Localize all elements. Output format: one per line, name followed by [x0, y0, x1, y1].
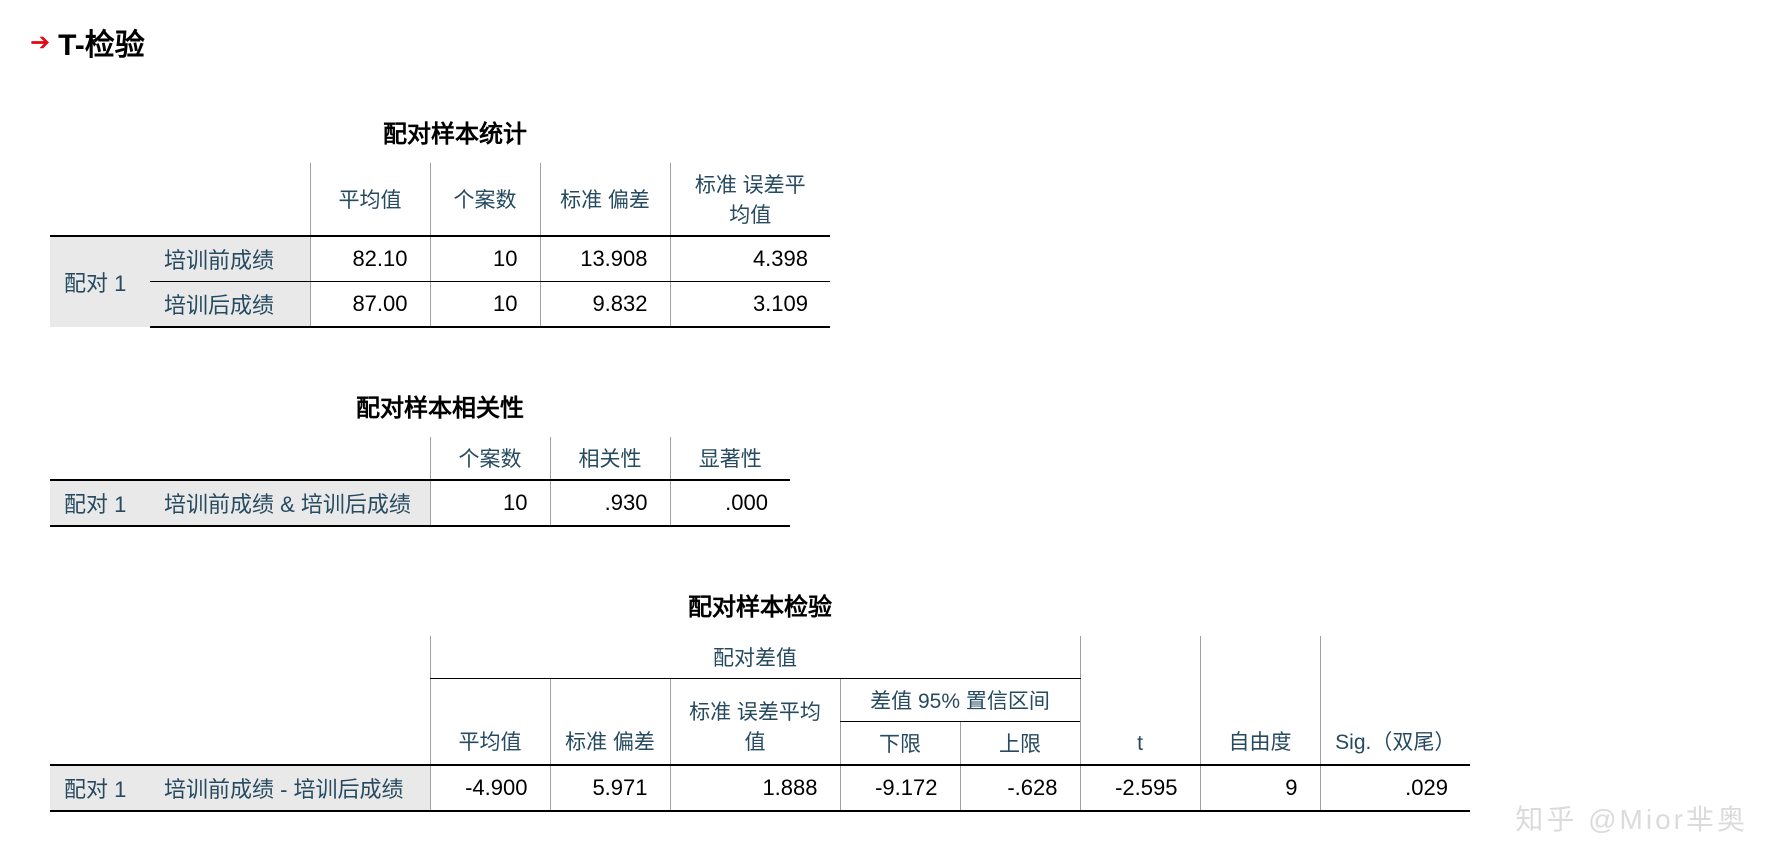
col-sem: 标准 误差平均值: [670, 163, 830, 236]
pair-label3: 配对 1: [50, 765, 150, 811]
col-sig2: 显著性: [670, 437, 790, 480]
corr-sig: .000: [670, 480, 790, 526]
section-header: ➔ T-检验: [30, 20, 1758, 64]
row1-mean: 82.10: [310, 236, 430, 282]
row1-sem: 4.398: [670, 236, 830, 282]
row2-sem: 3.109: [670, 282, 830, 328]
corr-val: .930: [550, 480, 670, 526]
row1-name: 培训前成绩: [150, 236, 310, 282]
paired-corr-block: 配对样本相关性 个案数 相关性 显著性 配对 1 培训前成绩 & 培训后成绩 1…: [50, 388, 1758, 527]
t3-std: 5.971: [550, 765, 670, 811]
ci-header: 差值 95% 置信区间: [840, 679, 1080, 722]
row2-mean: 87.00: [310, 282, 430, 328]
super-header: 配对差值: [430, 636, 1080, 679]
col-df: 自由度: [1200, 636, 1320, 765]
table2-title: 配对样本相关性: [250, 388, 630, 423]
table3-title: 配对样本检验: [610, 587, 910, 622]
row2-n: 10: [430, 282, 540, 328]
row1-n: 10: [430, 236, 540, 282]
col-t: t: [1080, 636, 1200, 765]
pair-desc3: 培训前成绩 - 培训后成绩: [150, 765, 430, 811]
arrow-right-icon: ➔: [30, 28, 50, 57]
t3-lower: -9.172: [840, 765, 960, 811]
paired-stats-table: 平均值 个案数 标准 偏差 标准 误差平均值 配对 1 培训前成绩 82.10 …: [50, 163, 830, 328]
paired-test-block: 配对样本检验 配对差值 t 自由度 Sig.（双尾） 平均值 标准 偏差 标准 …: [50, 587, 1758, 812]
t3-sem: 1.888: [670, 765, 840, 811]
table1-title: 配对样本统计: [250, 114, 660, 149]
col-std3: 标准 偏差: [550, 679, 670, 766]
col-std: 标准 偏差: [540, 163, 670, 236]
row2-std: 9.832: [540, 282, 670, 328]
col-sem3: 标准 误差平均值: [670, 679, 840, 766]
corr-n: 10: [430, 480, 550, 526]
row2-name: 培训后成绩: [150, 282, 310, 328]
col-n2: 个案数: [430, 437, 550, 480]
paired-corr-table: 个案数 相关性 显著性 配对 1 培训前成绩 & 培训后成绩 10 .930 .…: [50, 437, 790, 527]
col-sig3: Sig.（双尾）: [1320, 636, 1470, 765]
t3-upper: -.628: [960, 765, 1080, 811]
t3-mean: -4.900: [430, 765, 550, 811]
col-upper: 上限: [960, 722, 1080, 766]
t3-df: 9: [1200, 765, 1320, 811]
paired-test-table: 配对差值 t 自由度 Sig.（双尾） 平均值 标准 偏差 标准 误差平均值 差…: [50, 636, 1470, 812]
col-corr: 相关性: [550, 437, 670, 480]
col-lower: 下限: [840, 722, 960, 766]
pair-label: 配对 1: [50, 236, 150, 327]
t3-t: -2.595: [1080, 765, 1200, 811]
section-title: T-检验: [58, 20, 145, 64]
col-mean: 平均值: [310, 163, 430, 236]
paired-stats-block: 配对样本统计 平均值 个案数 标准 偏差 标准 误差平均值 配对 1 培训前成绩…: [50, 114, 1758, 328]
t3-sig: .029: [1320, 765, 1470, 811]
col-n: 个案数: [430, 163, 540, 236]
row1-std: 13.908: [540, 236, 670, 282]
col-mean3: 平均值: [430, 679, 550, 766]
pair-label2: 配对 1: [50, 480, 150, 526]
pair-desc2: 培训前成绩 & 培训后成绩: [150, 480, 430, 526]
